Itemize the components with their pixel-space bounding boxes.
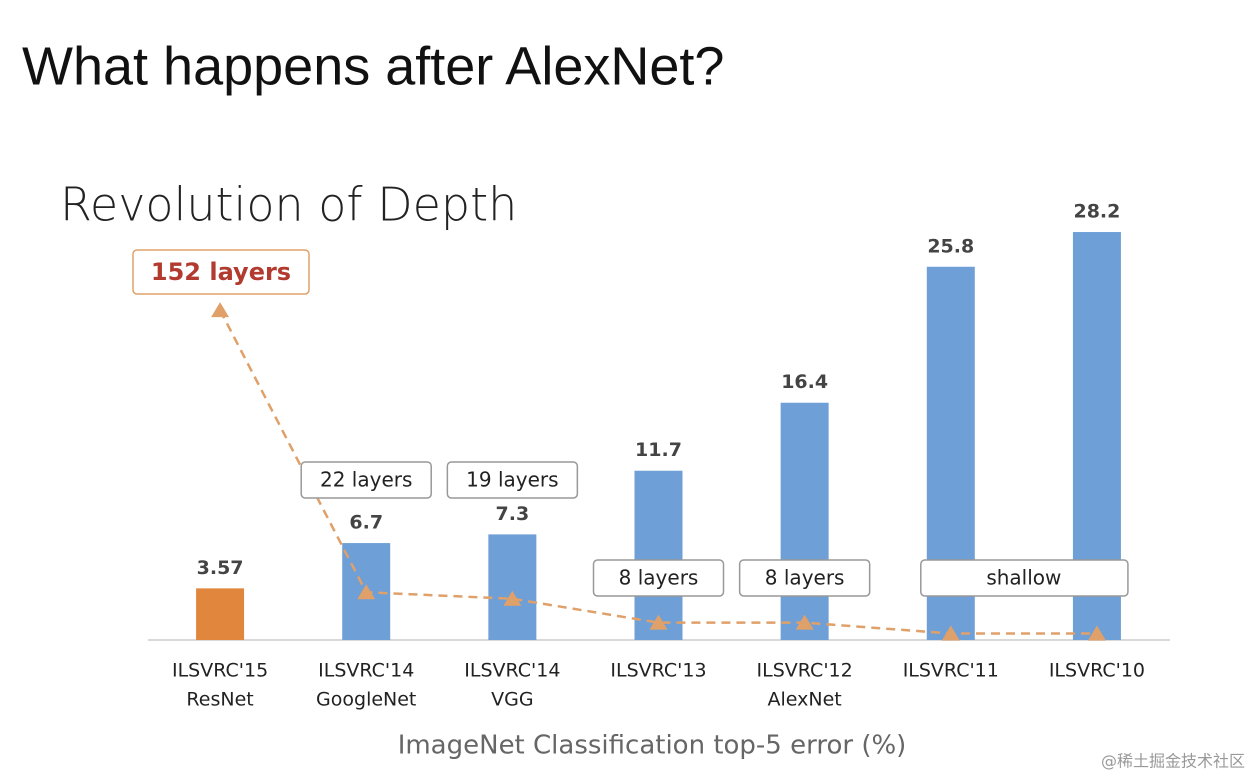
x-tick-label: ILSVRC'14 (318, 660, 414, 682)
layer-label: 8 layers (619, 566, 699, 590)
value-label: 6.7 (349, 512, 383, 534)
layer-label: 152 layers (151, 258, 291, 286)
annotation: shallow (986, 566, 1061, 590)
bar (780, 402, 829, 640)
watermark: @稀土掘金技术社区 (1101, 752, 1245, 771)
value-label: 11.7 (635, 439, 682, 461)
marker (211, 302, 230, 318)
label-box (920, 559, 1129, 597)
layer-label: 19 layers (466, 468, 558, 492)
slide-title: What happens after AlexNet? (22, 36, 724, 96)
x-tick-label: ILSVRC'14 (464, 660, 560, 682)
label-box (446, 461, 579, 499)
marker (1087, 625, 1106, 641)
label-box (300, 461, 432, 499)
marker (503, 590, 522, 606)
x-axis-label: ImageNet Classification top-5 error (%) (398, 731, 907, 761)
x-tick-label: GoogleNet (316, 689, 416, 711)
chart-title: Revolution of Depth (60, 178, 517, 232)
marker (357, 584, 376, 600)
layer-label: 22 layers (320, 468, 412, 492)
value-label: 7.3 (496, 503, 530, 525)
x-tick-label: ILSVRC'12 (757, 660, 853, 682)
x-tick-label: ILSVRC'13 (610, 660, 706, 682)
marker (649, 614, 668, 630)
x-tick-label: AlexNet (768, 689, 842, 711)
marker (941, 625, 960, 641)
bar (488, 534, 537, 640)
x-tick-label: ILSVRC'15 (172, 660, 268, 682)
value-label: 3.57 (197, 557, 244, 579)
label-box (592, 559, 725, 597)
layer-label: 8 layers (765, 566, 845, 590)
bar (196, 588, 245, 640)
label-box (132, 249, 310, 295)
x-tick-label: ResNet (186, 689, 253, 711)
x-tick-label: ILSVRC'11 (903, 660, 999, 682)
value-label: 25.8 (927, 235, 974, 257)
value-label: 28.2 (1073, 201, 1120, 223)
x-tick-label: ILSVRC'10 (1049, 660, 1145, 682)
x-tick-label: VGG (491, 689, 533, 711)
bar (634, 470, 683, 640)
label-box (738, 559, 871, 597)
marker (795, 614, 814, 630)
value-label: 16.4 (781, 371, 828, 393)
